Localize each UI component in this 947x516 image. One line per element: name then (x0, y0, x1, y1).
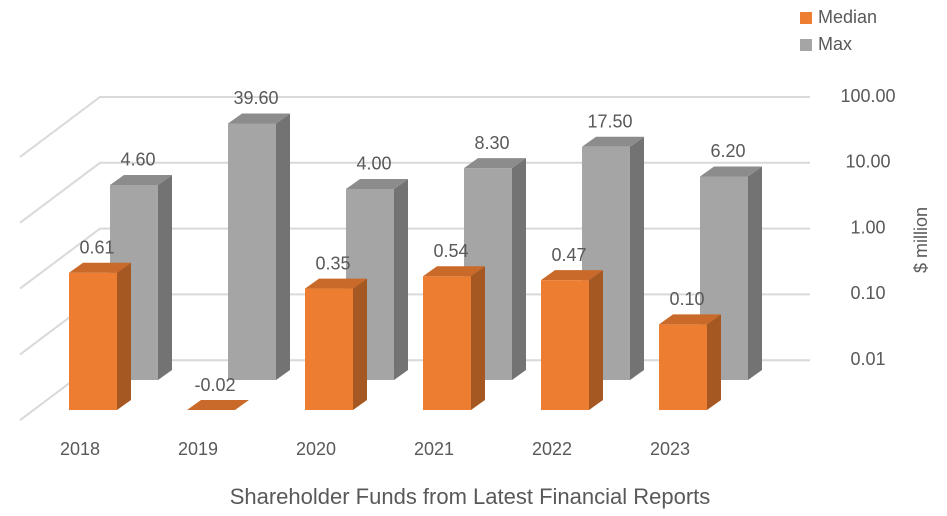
bar-top (110, 174, 172, 185)
bar-side (394, 178, 408, 380)
grid-line (19, 227, 810, 290)
x-tick-label: 2019 (178, 439, 218, 459)
y-tick-label: 0.10 (850, 283, 885, 303)
data-label: 17.50 (587, 112, 632, 132)
data-label: 0.54 (433, 241, 468, 261)
bar-side (276, 113, 290, 380)
data-label: 0.61 (79, 237, 114, 257)
bar-side (512, 158, 526, 380)
bar (541, 280, 589, 410)
y-tick-label: 0.01 (850, 349, 885, 369)
data-label: 0.10 (669, 289, 704, 309)
bar-side (117, 262, 131, 410)
bar-top (187, 400, 249, 410)
bar (423, 276, 471, 410)
bar (228, 123, 276, 380)
data-label: -0.02 (194, 375, 235, 395)
data-label: 4.00 (356, 154, 391, 174)
legend-label: Max (818, 34, 852, 54)
x-tick-label: 2018 (60, 439, 100, 459)
y-tick-label: 100.00 (840, 86, 895, 106)
bar-top (700, 166, 762, 177)
bar-top (228, 113, 290, 124)
bar-top (346, 178, 408, 189)
data-label: 0.35 (315, 253, 350, 273)
data-label: 39.60 (233, 88, 278, 108)
bar (305, 288, 353, 410)
data-label: 6.20 (710, 141, 745, 161)
bar-side (471, 266, 485, 410)
bar (69, 272, 117, 410)
legend-label: Median (818, 7, 877, 27)
y-axis-label: $ million (911, 207, 931, 273)
chart-title: Shareholder Funds from Latest Financial … (230, 484, 711, 509)
grid-line (19, 161, 810, 224)
bar-side (748, 166, 762, 380)
bar-top (423, 266, 485, 277)
bar-side (158, 174, 172, 380)
y-tick-label: 10.00 (845, 152, 890, 172)
bar-side (630, 136, 644, 380)
bar-top (659, 314, 721, 325)
data-label: 0.47 (551, 245, 586, 265)
bar-top (69, 262, 131, 273)
grid-line (19, 96, 810, 158)
data-label: 4.60 (120, 150, 155, 170)
legend-swatch (800, 12, 812, 24)
bar-top (582, 136, 644, 147)
legend-swatch (800, 39, 812, 51)
bar-top (305, 278, 367, 289)
bar-top (541, 270, 603, 281)
bar (659, 324, 707, 410)
x-tick-label: 2020 (296, 439, 336, 459)
bar-top (464, 158, 526, 169)
x-tick-label: 2021 (414, 439, 454, 459)
bar-side (589, 270, 603, 410)
y-tick-label: 1.00 (850, 217, 885, 237)
bar-side (353, 278, 367, 410)
x-tick-label: 2023 (650, 439, 690, 459)
data-label: 8.30 (474, 133, 509, 153)
x-tick-label: 2022 (532, 439, 572, 459)
bar-side (707, 314, 721, 410)
